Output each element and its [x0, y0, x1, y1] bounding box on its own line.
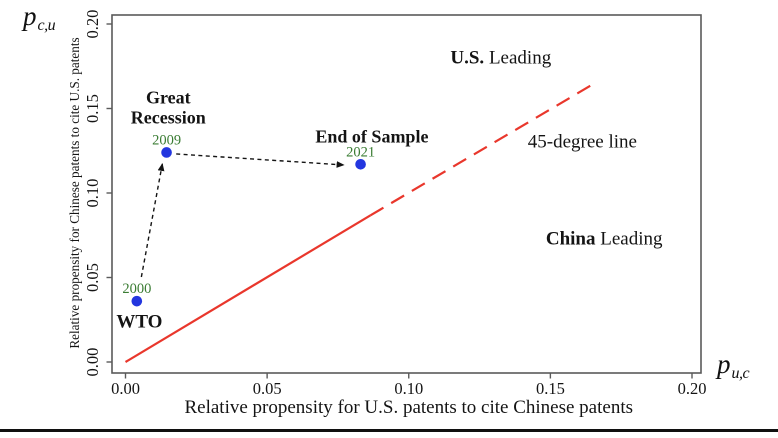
annotation-great-recession: Great [146, 87, 191, 107]
annotation-us-leading: U.S. Leading [450, 48, 551, 69]
x-axis-title: Relative propensity for U.S. patents to … [184, 397, 633, 418]
arrow-2009-to-2021 [176, 153, 345, 168]
year-label-2000: 2000 [122, 281, 151, 297]
annotation-china-leading: China Leading [546, 229, 663, 250]
annotation-end-of-sample: End of Sample [315, 126, 428, 146]
x-tick-label: 0.05 [253, 379, 282, 398]
y-axis-title: Relative propensity for Chinese patents … [67, 37, 82, 348]
y-tick-label: 0.20 [83, 10, 102, 39]
annotation-wto: WTO [116, 312, 162, 333]
y-tick-label: 0.05 [83, 263, 102, 292]
y-tick-label: 0.00 [83, 348, 102, 377]
year-label-2021: 2021 [346, 144, 375, 160]
x-tick-label: 0.00 [111, 379, 140, 398]
y-symbol-base: p [23, 1, 37, 31]
x-tick-label: 0.10 [394, 379, 423, 398]
data-point-2009 [161, 147, 172, 158]
annotation-great-recession: Recession [131, 107, 206, 127]
x-tick-label: 0.20 [678, 379, 707, 398]
data-point-2000 [131, 295, 143, 307]
x-tick-label: 0.15 [536, 379, 565, 398]
arrow-2000-to-2009 [140, 162, 165, 278]
y-symbol-subscript: c,u [37, 17, 56, 35]
y-tick-label: 0.15 [83, 94, 102, 123]
x-axis-symbol: pu,c [717, 349, 750, 383]
x-symbol-subscript: u,c [731, 365, 750, 383]
y-axis-symbol: pc,u [23, 1, 56, 35]
reference-line-dashed [369, 80, 599, 217]
y-tick-label: 0.10 [83, 179, 102, 208]
plot-frame [111, 14, 702, 374]
annotation-45-degree-line: 45-degree line [528, 132, 637, 153]
bottom-rule-divider [0, 429, 778, 432]
x-symbol-base: p [717, 349, 731, 379]
reference-line-solid [124, 214, 372, 363]
data-point-2021 [355, 158, 366, 170]
year-label-2009: 2009 [152, 132, 181, 148]
